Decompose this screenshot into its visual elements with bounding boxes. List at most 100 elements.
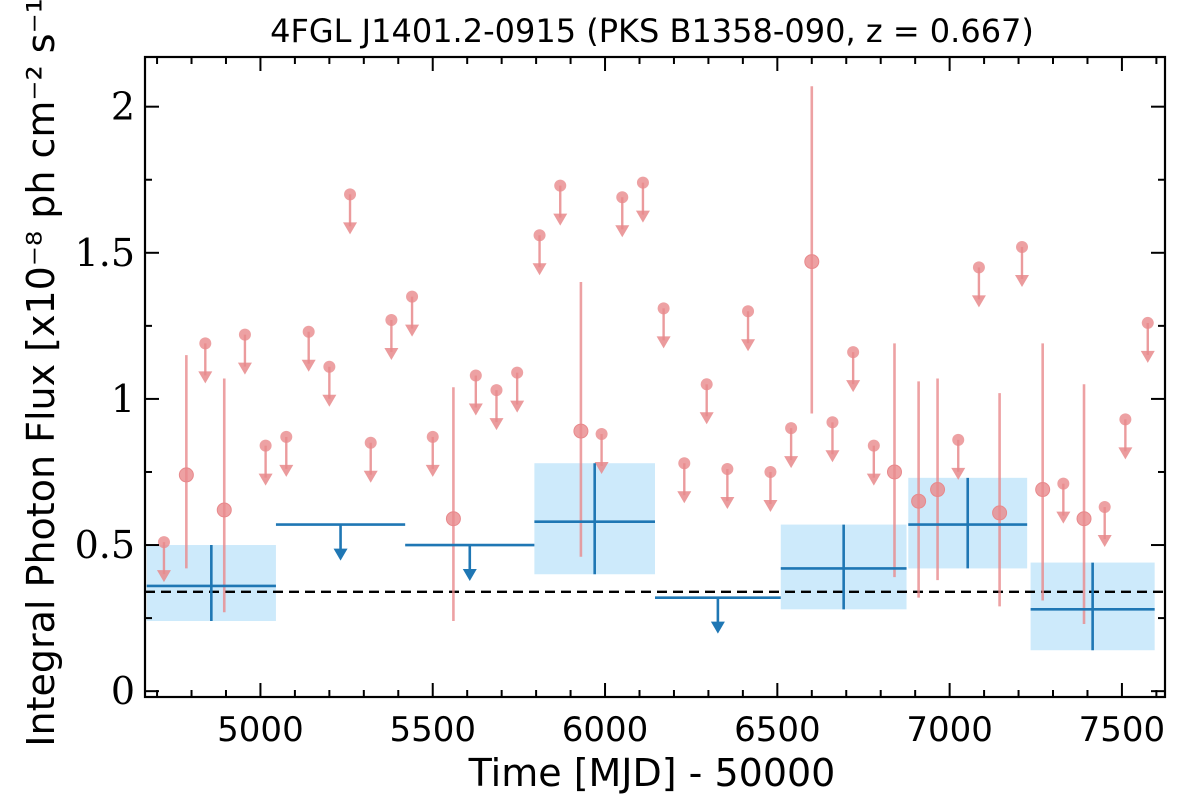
upper-limit-point bbox=[323, 360, 336, 373]
y-tick-label: 0.5 bbox=[75, 523, 135, 567]
upper-limit-arrow bbox=[951, 467, 966, 480]
upper-limit-arrow bbox=[825, 450, 840, 463]
upper-limit-arrow bbox=[301, 359, 316, 372]
upper-limit-point bbox=[1015, 240, 1028, 253]
upper-limit-arrow bbox=[720, 497, 735, 510]
x-tick-label: 5000 bbox=[217, 710, 304, 750]
upper-limit-arrow bbox=[615, 225, 630, 238]
upper-limit-point bbox=[302, 325, 315, 338]
detection-point bbox=[911, 493, 927, 509]
upper-limit-arrow bbox=[198, 371, 213, 384]
y-tick-label: 2 bbox=[111, 85, 135, 129]
x-tick-label: 6500 bbox=[734, 710, 821, 750]
upper-limit-point bbox=[657, 302, 670, 315]
upper-limit-point bbox=[554, 179, 567, 192]
detection-point bbox=[1076, 511, 1092, 527]
upper-limit-arrow bbox=[279, 464, 294, 477]
upper-limit-arrow bbox=[532, 263, 547, 276]
x-tick-label: 5500 bbox=[389, 710, 476, 750]
detection-point bbox=[573, 423, 589, 439]
upper-limit-point bbox=[636, 176, 649, 189]
upper-limit-point bbox=[406, 290, 419, 303]
upper-limit-point bbox=[259, 439, 272, 452]
upper-limit-arrow bbox=[425, 464, 440, 477]
upper-limit-arrow bbox=[489, 418, 504, 431]
upper-limit-arrow bbox=[258, 473, 273, 486]
axis-ticks: 5000 5500 6000 6500 7000 7500 0 0.5 1 1.5 2 bbox=[75, 57, 1166, 750]
upper-limit-arrow bbox=[363, 470, 378, 483]
upper-limit-arrow bbox=[677, 491, 692, 504]
upper-limit-arrow bbox=[971, 295, 986, 308]
upper-limit-point bbox=[199, 337, 212, 350]
x-axis-label: Time [MJD] - 50000 bbox=[468, 751, 836, 795]
upper-limit-arrow bbox=[1097, 535, 1112, 548]
upper-limit-point bbox=[490, 384, 503, 397]
long-upper-limit-arrow bbox=[333, 548, 348, 561]
upper-limit-arrow bbox=[384, 348, 399, 361]
upper-limit-arrow bbox=[635, 210, 650, 223]
upper-limit-point bbox=[364, 436, 377, 449]
upper-limit-point bbox=[972, 261, 985, 274]
x-tick-label: 6000 bbox=[562, 710, 649, 750]
y-tick-label: 0 bbox=[111, 669, 135, 713]
upper-limit-point bbox=[1098, 501, 1111, 514]
y-tick-label: 1 bbox=[111, 377, 135, 421]
upper-limit-point bbox=[280, 430, 293, 443]
detection-point bbox=[178, 467, 194, 483]
upper-limit-point bbox=[1119, 413, 1132, 426]
upper-limit-point bbox=[385, 314, 398, 327]
upper-limit-arrow bbox=[553, 213, 568, 226]
detection-point bbox=[992, 505, 1008, 521]
upper-limit-point bbox=[867, 439, 880, 452]
upper-limit-arrow bbox=[656, 336, 671, 349]
upper-limit-point bbox=[157, 536, 170, 549]
upper-limit-arrow bbox=[846, 380, 861, 393]
upper-limit-point bbox=[1141, 316, 1154, 329]
plot-frame bbox=[143, 55, 1167, 699]
upper-limit-point bbox=[700, 378, 713, 391]
upper-limit-point bbox=[678, 457, 691, 470]
upper-limit-arrow bbox=[866, 473, 881, 486]
upper-limit-arrow bbox=[1056, 511, 1071, 524]
y-tick-label: 1.5 bbox=[75, 231, 135, 275]
x-tick-label: 7500 bbox=[1079, 710, 1166, 750]
upper-limit-point bbox=[616, 191, 629, 204]
detection-point bbox=[886, 464, 902, 480]
upper-limit-point bbox=[533, 229, 546, 242]
upper-limit-arrow bbox=[156, 570, 171, 583]
upper-limit-arrow bbox=[1140, 350, 1155, 363]
detection-point bbox=[930, 482, 946, 498]
detection-point bbox=[804, 254, 820, 270]
long-upper-limit-arrow bbox=[462, 569, 477, 582]
x-tick-label: 7000 bbox=[906, 710, 993, 750]
detection-point bbox=[1035, 482, 1051, 498]
upper-limit-point bbox=[764, 465, 777, 478]
upper-limit-point bbox=[742, 305, 755, 318]
upper-limit-point bbox=[238, 328, 251, 341]
chart-title: 4FGL J1401.2-0915 (PKS B1358-090, z = 0.… bbox=[270, 12, 1034, 50]
upper-limit-arrow bbox=[405, 324, 420, 337]
long-upper-limit-arrow bbox=[710, 621, 725, 634]
upper-limit-point bbox=[426, 430, 439, 443]
y-axis-label: Integral Photon Flux [x10⁻⁸ ph cm⁻² s⁻¹] bbox=[19, 0, 63, 747]
upper-limit-point bbox=[344, 188, 357, 201]
upper-limit-point bbox=[1057, 477, 1070, 490]
upper-limit-arrow bbox=[468, 403, 483, 416]
upper-limit-arrow bbox=[343, 222, 358, 235]
upper-limit-arrow bbox=[699, 412, 714, 425]
upper-limit-point bbox=[595, 427, 608, 440]
upper-limit-arrow bbox=[322, 394, 337, 407]
upper-limit-point bbox=[785, 422, 798, 435]
plot-area bbox=[145, 86, 1165, 651]
upper-limit-point bbox=[952, 433, 965, 446]
upper-limit-arrow bbox=[237, 362, 252, 375]
upper-limit-arrow bbox=[1118, 447, 1133, 460]
upper-limit-point bbox=[721, 463, 734, 476]
upper-limit-point bbox=[469, 369, 482, 382]
upper-limit-arrow bbox=[763, 499, 778, 512]
upper-limit-arrow bbox=[1014, 274, 1029, 287]
detection-point bbox=[445, 511, 461, 527]
detection-point bbox=[216, 502, 232, 518]
